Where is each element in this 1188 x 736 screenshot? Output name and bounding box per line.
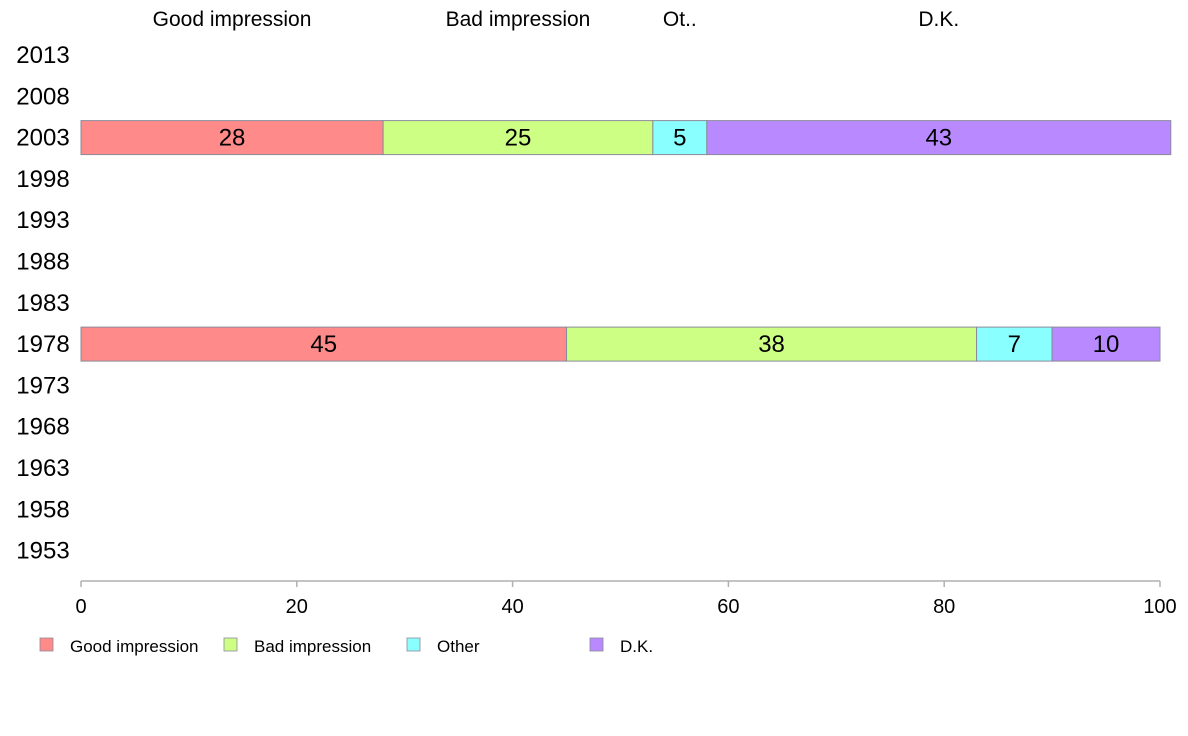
- bar-segment: [652, 120, 708, 156]
- bar-segment: [566, 326, 978, 362]
- y-tick-label: 1993: [16, 207, 69, 234]
- data-label: 7: [1008, 331, 1021, 358]
- legend-label: D.K.: [620, 637, 653, 656]
- legend-swatch: [223, 637, 238, 652]
- legend-label: Bad impression: [254, 637, 371, 656]
- y-tick-label: 1958: [16, 496, 69, 523]
- column-header: Bad impression: [446, 8, 591, 31]
- y-tick-label: 1988: [16, 249, 69, 276]
- bar-segment: [80, 326, 568, 362]
- legend-label: Other: [437, 637, 480, 656]
- column-headers: Good impression Bad impression Ot.. D.K.: [153, 8, 960, 31]
- data-label: 38: [758, 331, 785, 358]
- legend-swatch: [39, 637, 54, 652]
- column-header: Ot..: [663, 8, 697, 31]
- legend-swatch: [406, 637, 421, 652]
- data-label: 28: [219, 125, 246, 152]
- x-tick-label: 100: [1143, 596, 1176, 618]
- x-tick-label: 20: [286, 596, 308, 618]
- y-tick-label: 2003: [16, 125, 69, 152]
- y-tick-label: 1978: [16, 331, 69, 358]
- bar-segment: [976, 326, 1053, 362]
- y-tick-label: 1963: [16, 455, 69, 482]
- column-header: Good impression: [153, 8, 312, 31]
- data-label: 45: [310, 331, 337, 358]
- data-label: 25: [505, 125, 532, 152]
- legend-label: Good impression: [70, 637, 199, 656]
- y-tick-label: 2013: [16, 42, 69, 69]
- x-tick-label: 80: [933, 596, 955, 618]
- data-label: 5: [673, 125, 686, 152]
- bar-segment: [706, 120, 1172, 156]
- legend: Good impression Bad impression Other D.K.: [39, 637, 653, 656]
- column-header: D.K.: [918, 8, 959, 31]
- bar-segment: [80, 120, 384, 156]
- y-tick-label: 2008: [16, 83, 69, 110]
- data-label: 10: [1093, 331, 1120, 358]
- y-tick-label: 1998: [16, 166, 69, 193]
- y-tick-label: 1953: [16, 538, 69, 565]
- y-axis-labels: 2013 2008 2003 1998 1993 1988 1983 1978 1973 1968…: [16, 42, 69, 565]
- data-label: 43: [925, 125, 952, 152]
- x-tick-label: 60: [717, 596, 739, 618]
- bar-segment: [382, 120, 654, 156]
- y-tick-label: 1983: [16, 290, 69, 317]
- x-axis: 0 20 40 60 80 100: [75, 580, 1177, 618]
- y-tick-label: 1968: [16, 414, 69, 441]
- legend-swatch: [589, 637, 604, 652]
- bar-segment: [1051, 326, 1161, 362]
- x-tick-label: 0: [75, 596, 86, 618]
- y-tick-label: 1973: [16, 372, 69, 399]
- bars: 28 25 5 43 45 38 7 10: [80, 120, 1172, 362]
- x-tick-label: 40: [501, 596, 523, 618]
